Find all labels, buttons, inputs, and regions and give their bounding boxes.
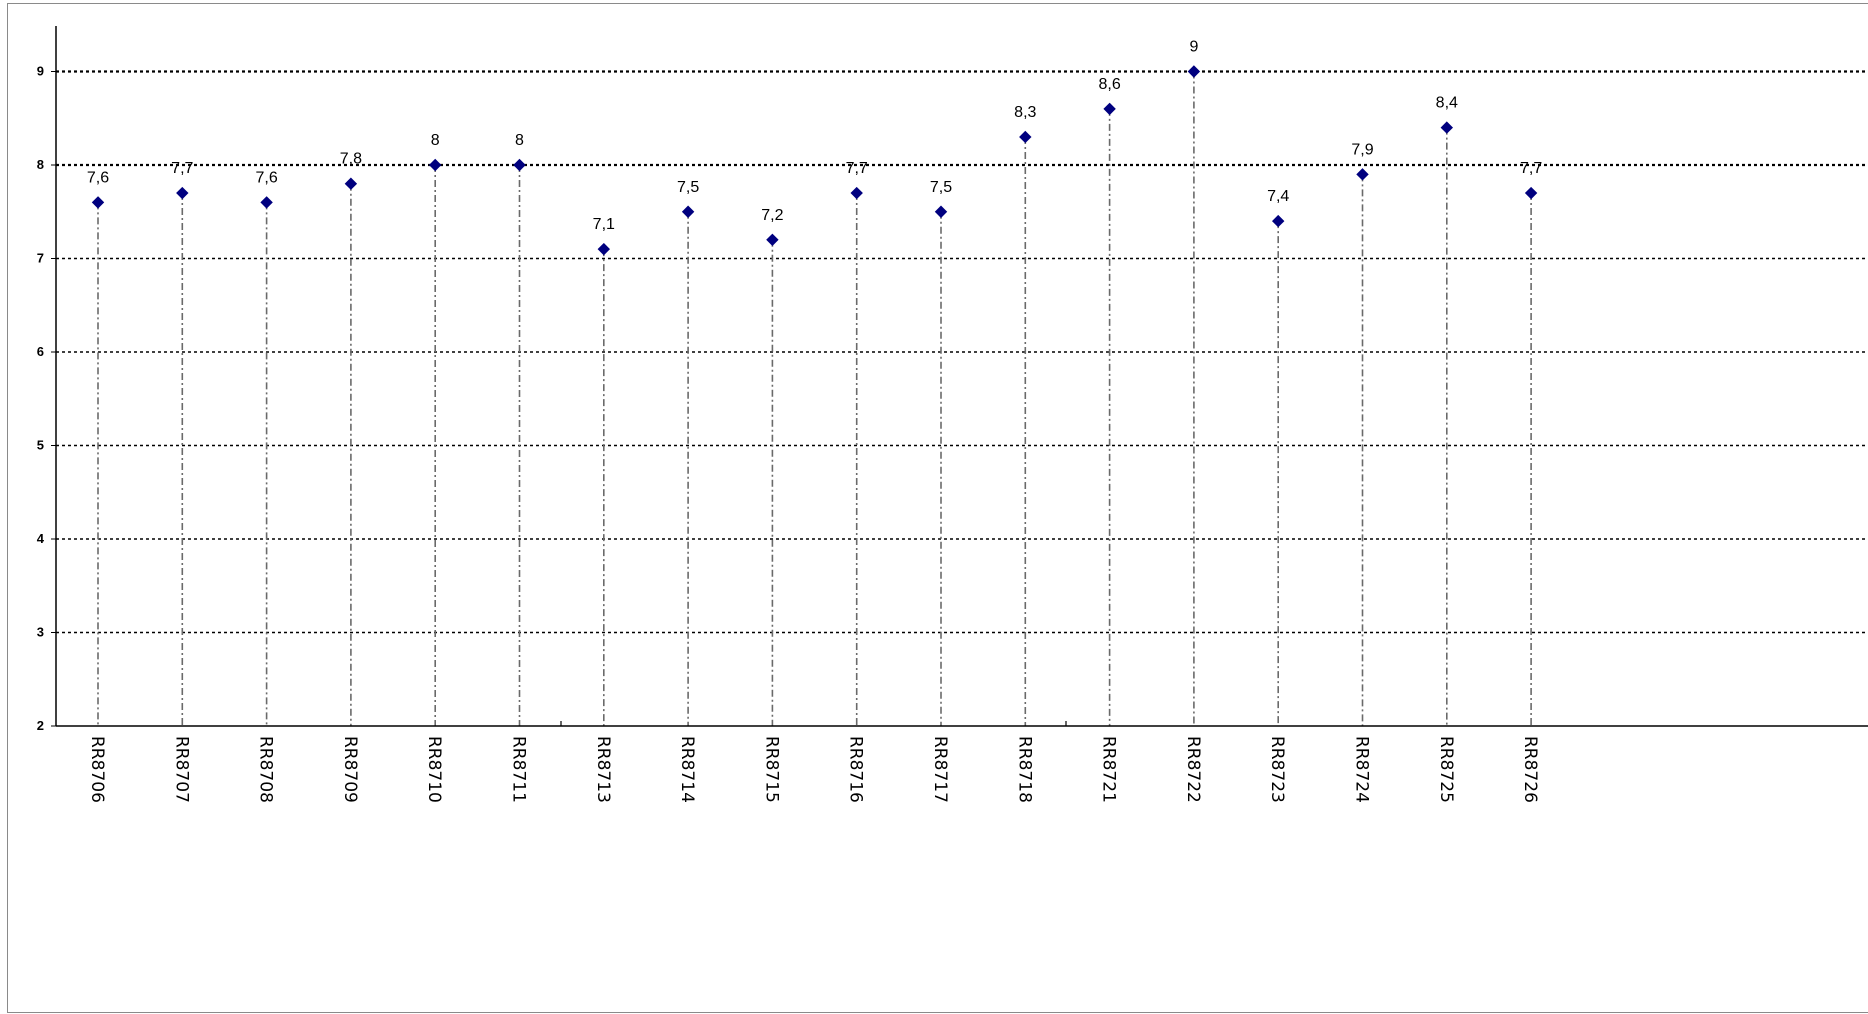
data-point: [176, 186, 189, 200]
x-tick-label: RR8724: [1352, 736, 1372, 803]
data-point: [1356, 168, 1369, 181]
data-label: 7,6: [87, 169, 109, 186]
data-point: [260, 196, 273, 209]
data-point: [1271, 214, 1285, 228]
x-tick-label: RR8709: [340, 736, 360, 803]
x-tick-label: RR8711: [509, 736, 529, 803]
y-tick-label: 9: [37, 64, 44, 79]
data-label: 7,4: [1267, 188, 1289, 205]
data-label: 8: [431, 132, 440, 149]
data-point: [1103, 102, 1116, 116]
axes: [51, 26, 1868, 727]
data-markers: [91, 65, 1538, 256]
data-label: 8,3: [1014, 104, 1036, 121]
data-point: [850, 186, 863, 200]
x-tick-label: RR8723: [1267, 736, 1287, 803]
data-point: [1019, 130, 1032, 144]
x-tick-label: RR8706: [87, 736, 107, 803]
x-tick-label: RR8715: [761, 736, 781, 803]
data-label: 7,8: [340, 151, 362, 168]
x-axis-ticks: RR8706 RR8707 RR8708 RR8709 RR8710 RR8711 RR87…: [87, 736, 1540, 803]
data-label: 8,6: [1098, 76, 1120, 93]
data-label: 7,7: [171, 160, 193, 177]
data-point: [1440, 121, 1454, 134]
x-tick-label: RR8721: [1099, 736, 1119, 803]
data-label: 7,2: [761, 207, 783, 224]
x-tick-label: RR8708: [256, 736, 276, 803]
data-point: [344, 177, 358, 190]
drop-lines: [97, 71, 1532, 726]
data-point: [934, 205, 948, 218]
x-tick-label: RR8710: [424, 736, 444, 803]
data-label: 7,7: [1520, 160, 1542, 177]
y-tick-label: 6: [37, 344, 44, 359]
data-label: 8: [515, 132, 524, 149]
x-tick-label: RR8714: [677, 736, 697, 803]
y-tick-label: 3: [37, 625, 44, 640]
data-point: [1524, 186, 1538, 200]
x-tick-label: RR8716: [846, 736, 866, 803]
data-label: 7,5: [677, 179, 699, 196]
grid-lines: [56, 70, 1868, 634]
data-label: 7,6: [255, 169, 277, 186]
x-tick-label: RR8718: [1014, 736, 1034, 803]
x-tick-label: RR8713: [593, 736, 613, 803]
y-tick-label: 2: [37, 718, 44, 733]
data-labels: 7,6 7,7 7,6 7,8 8 8 7,1 7,5 7,2 7,7 7,5 8,3 8,6 9 7,4 7…: [87, 39, 1542, 234]
data-label: 7,7: [846, 160, 868, 177]
y-tick-label: 8: [37, 157, 44, 172]
data-point: [766, 233, 779, 247]
x-tick-label: RR8707: [171, 736, 191, 803]
data-label: 7,1: [593, 216, 615, 233]
data-label: 9: [1189, 39, 1198, 56]
y-tick-label: 5: [37, 438, 44, 453]
y-tick-label: 7: [37, 251, 44, 266]
x-tick-label: RR8722: [1183, 736, 1203, 803]
data-label: 7,5: [930, 179, 952, 196]
x-tick-label: RR8726: [1520, 736, 1540, 803]
data-point: [513, 158, 526, 172]
data-point: [1187, 65, 1201, 78]
data-point: [681, 205, 695, 218]
y-axis-ticks: 2 3 4 5 6 7 8 9: [37, 64, 45, 734]
data-point: [91, 196, 105, 209]
x-tick-label: RR8725: [1436, 736, 1456, 803]
y-tick-label: 4: [37, 531, 45, 546]
data-point: [428, 158, 442, 172]
data-label: 8,4: [1436, 95, 1458, 112]
data-point: [597, 242, 611, 256]
x-tick-label: RR8717: [930, 736, 950, 803]
data-label: 7,9: [1351, 141, 1373, 158]
